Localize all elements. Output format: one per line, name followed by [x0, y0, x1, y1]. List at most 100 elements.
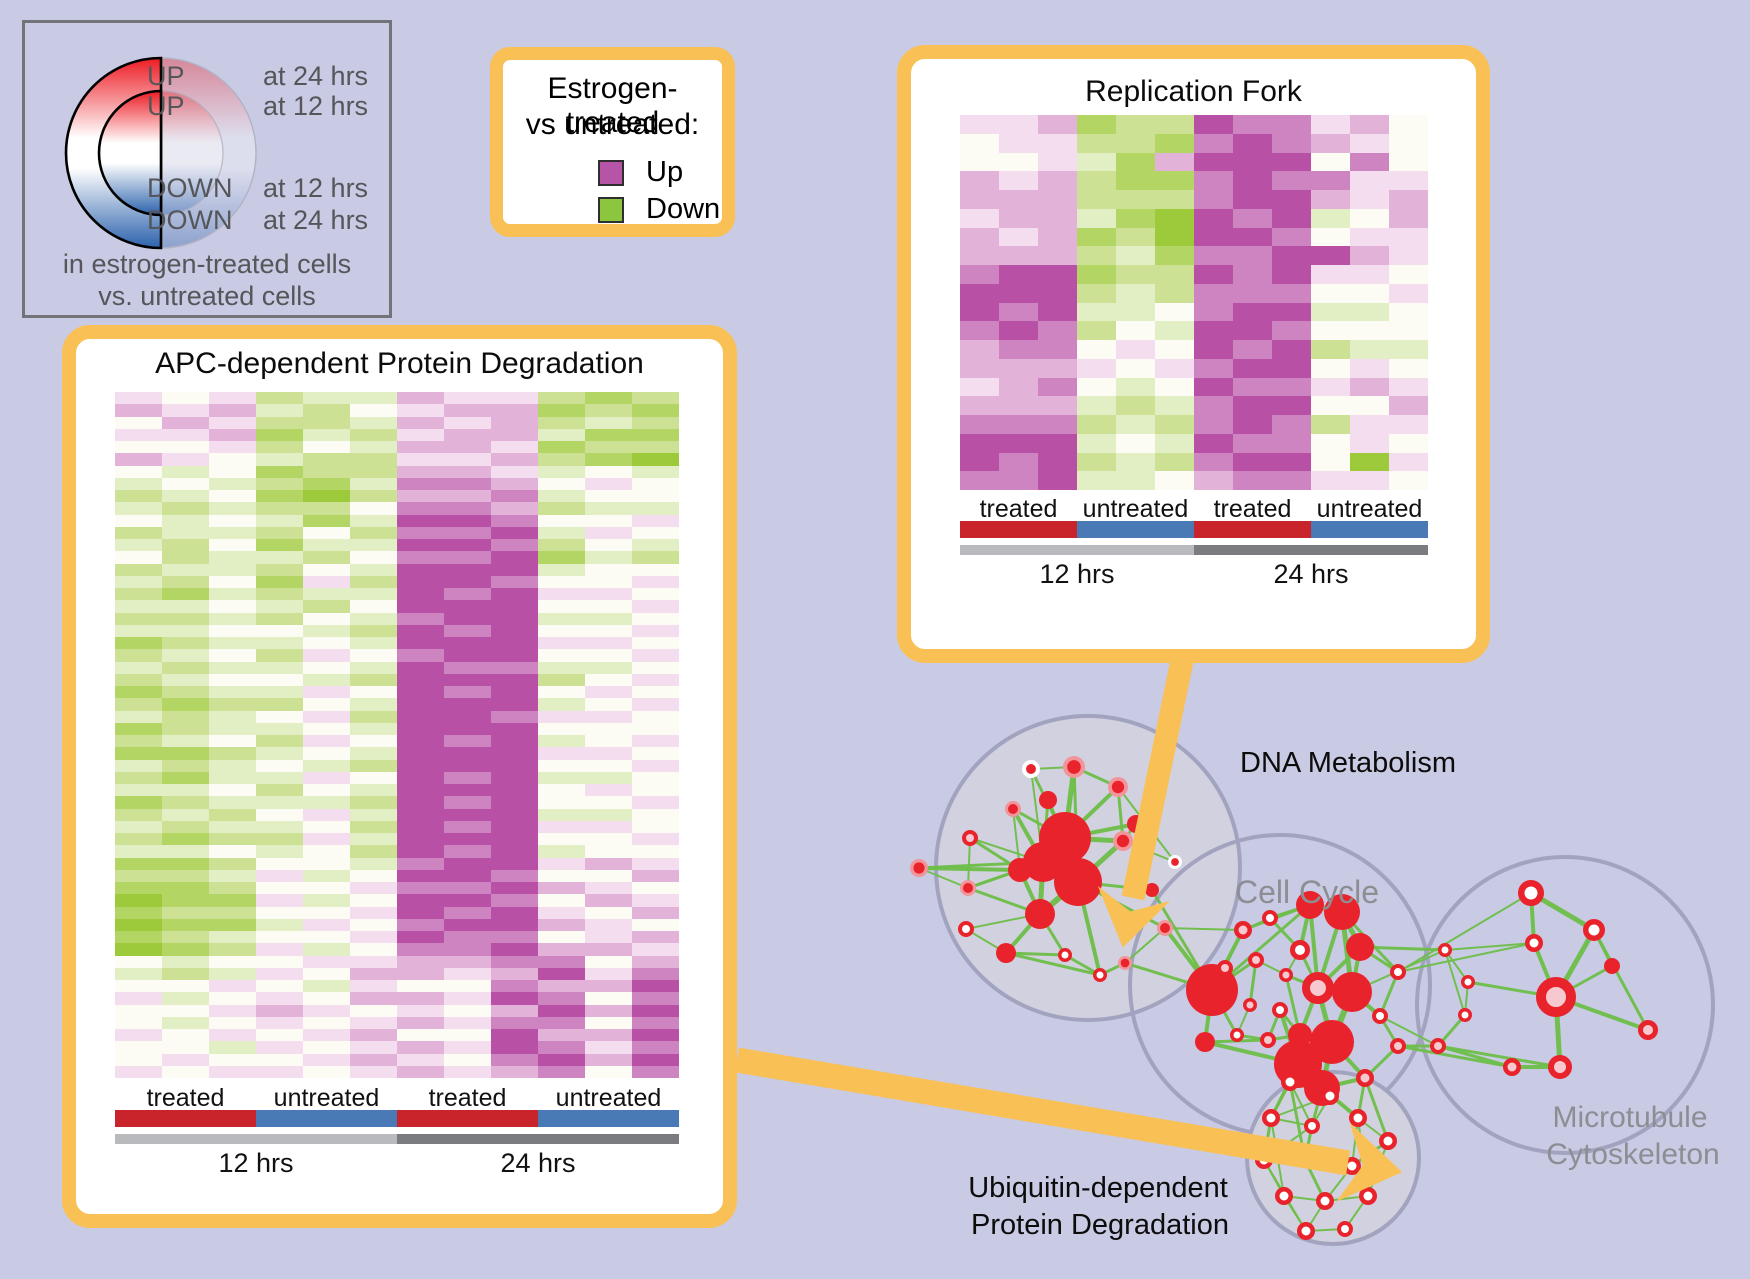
- heatmap-cell: [162, 918, 209, 931]
- heatmap-cell: [303, 931, 350, 944]
- heatmap-cell: [115, 906, 162, 919]
- heatmap-cell: [162, 943, 209, 956]
- heatmap-cell: [1233, 377, 1272, 397]
- heatmap-cell: [115, 404, 162, 417]
- heatmap-cell: [1350, 471, 1389, 490]
- heatmap-cell: [115, 710, 162, 723]
- heatmap-cell: [1077, 265, 1116, 284]
- heatmap-cell: [209, 612, 256, 625]
- heatmap-cell: [209, 1041, 256, 1054]
- heatmap-cell: [491, 624, 538, 637]
- network-node-solid: [1145, 883, 1159, 897]
- heatmap-cell: [115, 502, 162, 515]
- network-node-pinkrim-core: [1116, 834, 1130, 848]
- heatmap-cell: [1311, 171, 1350, 190]
- heatmap-cell: [1350, 302, 1389, 322]
- network-node-pinkcenter: [1638, 1020, 1658, 1040]
- heatmap-cell: [303, 698, 350, 711]
- heatmap-cell: [115, 563, 162, 576]
- heatmap-cell: [444, 563, 491, 576]
- heatmap-cell: [491, 931, 538, 944]
- heatmap-cell: [162, 1016, 209, 1029]
- heatmap-cell: [444, 771, 491, 784]
- heatmap-cell: [256, 637, 303, 650]
- condition-label: treated: [146, 1084, 225, 1112]
- heatmap-cell: [585, 869, 632, 882]
- heatmap-cell: [491, 490, 538, 503]
- ring-direction-label: UP: [147, 91, 185, 121]
- heatmap-cell: [1233, 115, 1272, 134]
- heatmap-cell: [350, 845, 397, 858]
- heatmap-cell: [256, 955, 303, 968]
- heatmap-cell: [491, 796, 538, 809]
- heatmap-cell: [209, 428, 256, 441]
- heatmap-cell: [1350, 265, 1389, 284]
- network-node-whitecenter: [1275, 1187, 1293, 1205]
- heatmap-cell: [1272, 433, 1311, 453]
- heatmap-cell: [960, 377, 999, 397]
- heatmap-cell: [303, 845, 350, 858]
- heatmap-cell: [162, 722, 209, 735]
- heatmap-cell: [1077, 302, 1116, 322]
- heatmap-cell: [1116, 415, 1155, 434]
- heatmap-cell: [350, 428, 397, 441]
- heatmap-cell: [444, 392, 491, 405]
- heatmap-cell: [397, 980, 444, 993]
- heatmap-cell: [162, 931, 209, 944]
- heatmap-cell: [960, 246, 999, 265]
- heatmap-cell: [960, 415, 999, 434]
- network-node-whitecenter: [1583, 919, 1605, 941]
- heatmap-cell: [1038, 415, 1077, 434]
- heatmap-cell: [1272, 321, 1311, 340]
- heatmap-cell: [491, 967, 538, 980]
- heatmap-cell: [1155, 190, 1194, 209]
- heatmap-cell: [1233, 246, 1272, 265]
- heatmap-cell: [538, 833, 585, 846]
- heatmap-cell: [444, 612, 491, 625]
- heatmap-cell: [256, 1029, 303, 1042]
- heatmap-cell: [538, 637, 585, 650]
- heatmap-cell: [209, 588, 256, 601]
- heatmap-cell: [350, 1065, 397, 1078]
- replication-fork-title: Replication Fork: [1085, 75, 1302, 108]
- heatmap-cell: [444, 722, 491, 735]
- heatmap-cell: [1077, 358, 1116, 378]
- heatmap-cell: [444, 514, 491, 527]
- heatmap-cell: [350, 526, 397, 539]
- heatmap-cell: [303, 392, 350, 405]
- condition-bar-red: [960, 521, 1077, 538]
- heatmap-cell: [1350, 283, 1389, 303]
- heatmap-cell: [444, 600, 491, 613]
- heatmap-cell: [350, 722, 397, 735]
- heatmap-cell: [444, 502, 491, 515]
- heatmap-cell: [1155, 415, 1194, 434]
- heatmap-cell: [256, 943, 303, 956]
- heatmap-cell: [538, 441, 585, 454]
- heatmap-cell: [350, 392, 397, 405]
- heatmap-cell: [162, 747, 209, 760]
- heatmap-cell: [1350, 171, 1389, 190]
- heatmap-cell: [538, 955, 585, 968]
- heatmap-cell: [632, 392, 679, 405]
- heatmap-cell: [491, 453, 538, 466]
- network-node-pinkrim-core: [1008, 804, 1018, 814]
- heatmap-cell: [538, 784, 585, 797]
- heatmap-cell: [491, 918, 538, 931]
- heatmap-cell: [1350, 246, 1389, 265]
- heatmap-cell: [444, 710, 491, 723]
- heatmap-cell: [491, 539, 538, 552]
- heatmap-cell: [632, 796, 679, 809]
- heatmap-cell: [444, 882, 491, 895]
- heatmap-cell: [162, 845, 209, 858]
- heatmap-cell: [444, 686, 491, 699]
- heatmap-cell: [256, 1065, 303, 1078]
- heatmap-cell: [303, 1004, 350, 1017]
- heatmap-cell: [585, 441, 632, 454]
- heatmap-cell: [1155, 133, 1194, 153]
- heatmap-cell: [1311, 471, 1350, 490]
- network-node-whitecenter: [1297, 1222, 1315, 1240]
- heatmap-cell: [538, 1029, 585, 1042]
- heatmap-cell: [115, 1016, 162, 1029]
- heatmap-cell: [162, 833, 209, 846]
- heatmap-cell: [115, 441, 162, 454]
